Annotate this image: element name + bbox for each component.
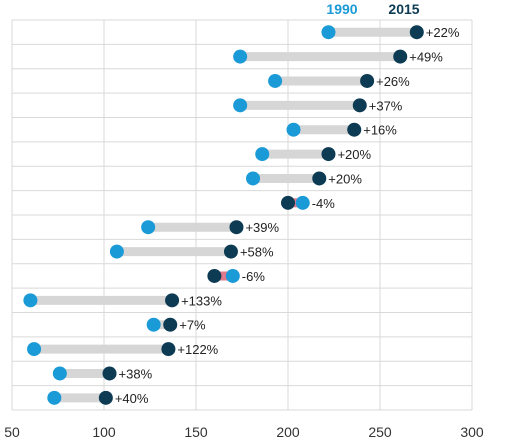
point-2015 (281, 195, 295, 210)
point-1990 (246, 171, 261, 186)
x-tick-label: 100 (92, 424, 116, 440)
point-1990 (286, 122, 301, 137)
change-label: +133% (181, 293, 222, 308)
bar-layer (30, 27, 417, 403)
point-2015 (163, 317, 178, 332)
change-label: +49% (409, 50, 443, 65)
point-1990 (233, 49, 248, 64)
point-2015 (102, 366, 117, 381)
point-2015 (393, 49, 408, 64)
point-1990 (268, 73, 283, 88)
x-tick-label: 200 (276, 424, 300, 440)
point-1990 (295, 195, 310, 210)
label-layer: +22% +49% +26% +37% +16% +20% +20% -4% +39% +58% -… (115, 25, 460, 406)
change-label: +26% (376, 74, 410, 89)
legend-2015: 2015 (388, 1, 419, 17)
dot-layer (23, 25, 424, 405)
point-1990 (27, 342, 42, 357)
point-2015 (321, 147, 336, 162)
legend-1990: 1990 (326, 1, 357, 17)
point-1990 (52, 366, 67, 381)
x-tick-label: 300 (460, 424, 484, 440)
x-tick-label: 50 (4, 424, 20, 440)
point-2015 (223, 244, 238, 259)
change-label: +22% (426, 25, 460, 40)
grid-layer (11, 19, 473, 411)
point-1990 (146, 317, 161, 332)
point-2015 (161, 342, 176, 357)
point-2015 (347, 122, 362, 137)
point-1990 (141, 220, 156, 235)
change-label: +7% (179, 318, 206, 333)
point-1990 (47, 390, 62, 405)
point-1990 (109, 244, 124, 259)
point-2015 (360, 73, 375, 88)
change-label: +20% (337, 147, 371, 162)
change-label: +16% (363, 123, 397, 138)
change-label: +38% (119, 366, 153, 381)
change-label: +20% (328, 171, 362, 186)
change-label: +37% (369, 98, 403, 113)
point-2015 (98, 390, 113, 405)
legend: 1990 2015 (326, 1, 419, 17)
point-2015 (165, 293, 180, 308)
x-tick-label: 150 (184, 424, 208, 440)
change-label: +58% (240, 245, 274, 260)
point-2015 (207, 268, 222, 283)
change-label: +40% (115, 391, 149, 406)
point-1990 (23, 293, 38, 308)
point-1990 (233, 98, 248, 113)
change-label: +39% (245, 220, 279, 235)
change-label: +122% (177, 342, 218, 357)
x-tick-label: 250 (368, 424, 392, 440)
x-axis-ticks: 50 100 150 200 250 300 (4, 424, 484, 440)
change-label: -4% (312, 196, 336, 211)
point-1990 (321, 25, 336, 40)
point-2015 (312, 171, 327, 186)
point-2015 (409, 25, 424, 40)
point-2015 (229, 220, 244, 235)
point-2015 (352, 98, 367, 113)
change-label: -6% (242, 269, 266, 284)
point-1990 (255, 147, 270, 162)
point-1990 (225, 268, 240, 283)
